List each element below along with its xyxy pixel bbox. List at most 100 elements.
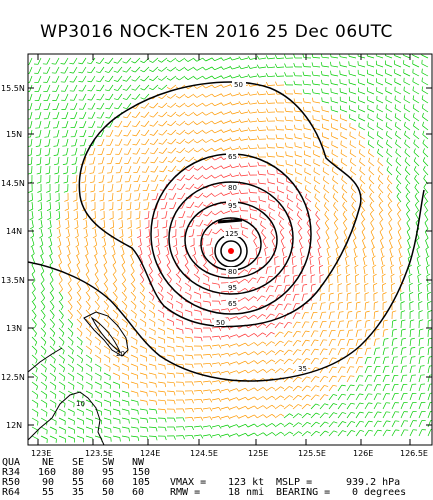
wind-barb-flag	[351, 193, 354, 197]
wind-barb-flag	[37, 421, 39, 426]
wind-barb	[322, 92, 330, 95]
wind-barb-flag	[59, 288, 63, 293]
wind-barb	[423, 169, 429, 176]
wind-barb-flag	[182, 373, 185, 378]
wind-barb-flag	[104, 80, 109, 83]
wind-barb	[197, 192, 204, 199]
wind-barb-flag	[381, 264, 386, 268]
wind-barb	[103, 381, 111, 386]
wind-barb-flag	[48, 235, 52, 239]
wind-barb	[313, 153, 321, 158]
wind-barb	[373, 284, 375, 293]
wind-barb	[341, 161, 348, 167]
wind-barb-flag	[195, 225, 200, 227]
wind-barb	[265, 350, 272, 356]
wind-barb	[148, 273, 154, 280]
wind-barb	[127, 129, 132, 137]
wind-barb	[223, 75, 231, 79]
wind-barb-flag	[104, 271, 108, 275]
wind-barb-flag	[134, 305, 137, 310]
wind-barb	[268, 207, 276, 212]
wind-barb-flag	[342, 210, 346, 215]
wind-barb	[223, 93, 231, 97]
wind-barb	[247, 423, 255, 428]
wind-barb-flag	[378, 201, 382, 206]
wind-barb-flag	[209, 336, 212, 341]
wind-barb-flag	[407, 255, 412, 259]
wind-barb	[103, 300, 109, 307]
wind-barb-flag	[85, 262, 89, 266]
wind-barb	[409, 429, 414, 437]
wind-barb	[259, 66, 267, 69]
wind-barb	[166, 246, 170, 254]
wind-barb	[268, 57, 276, 60]
wind-barb-flag	[99, 358, 102, 363]
wind-barb-flag	[140, 88, 145, 91]
wind-barb	[295, 119, 303, 122]
wind-barb	[49, 246, 53, 254]
wind-barb	[112, 264, 117, 272]
wind-barb	[286, 180, 294, 185]
table-cell: 50	[102, 487, 115, 498]
wind-barb	[100, 129, 105, 137]
wind-barb	[382, 320, 385, 329]
wind-barb-flag	[385, 131, 388, 136]
wind-barb-flag	[292, 265, 297, 268]
wind-barb-flag	[211, 148, 215, 152]
wind-barb	[136, 156, 141, 164]
wind-barb-flag	[427, 291, 432, 295]
wind-barb-flag	[177, 270, 181, 275]
wind-barb-flag	[357, 320, 362, 322]
wind-barb	[373, 321, 376, 329]
wind-barb	[197, 174, 204, 180]
wind-barb-flag	[262, 405, 267, 409]
wind-barb-flag	[100, 376, 102, 381]
wind-barb	[310, 376, 316, 383]
wind-barb-flag	[296, 321, 301, 324]
wind-barb	[346, 421, 352, 428]
wind-barb	[179, 138, 186, 144]
wind-barb-flag	[298, 237, 303, 241]
wind-barb	[148, 363, 156, 367]
wind-barb-flag	[182, 355, 185, 360]
wind-barb-flag	[383, 319, 388, 322]
wind-barb-flag	[209, 319, 212, 324]
wind-barb	[102, 183, 105, 191]
wind-barb	[31, 228, 35, 236]
wind-barb	[130, 309, 137, 315]
wind-barb	[67, 300, 73, 307]
wind-barb	[161, 93, 168, 99]
wind-barb-flag	[114, 126, 119, 128]
wind-barb	[270, 232, 276, 239]
wind-barb-flag	[418, 310, 423, 313]
wind-barb	[76, 381, 84, 386]
wind-barb-flag	[29, 226, 34, 230]
wind-barb	[267, 75, 276, 78]
wind-barb	[397, 222, 402, 230]
wind-barb	[331, 144, 339, 149]
wind-barb	[40, 309, 46, 316]
wind-barb-flag	[144, 322, 147, 327]
table-cell: 160	[38, 467, 57, 478]
wind-barb-flag	[238, 127, 242, 132]
wind-barb-flag	[39, 235, 43, 239]
wind-barb-flag	[391, 282, 396, 286]
contour-label: 50	[234, 81, 243, 89]
wind-barb-flag	[262, 332, 267, 336]
wind-barb	[76, 336, 83, 342]
wind-barb-flag	[421, 95, 424, 100]
wind-barb-flag	[211, 84, 215, 89]
wind-barb-flag	[345, 255, 349, 259]
wind-barb-flag	[347, 292, 352, 295]
wind-barb	[103, 399, 111, 403]
wind-barb	[83, 138, 87, 146]
wind-barb	[399, 267, 402, 275]
wind-barb-flag	[54, 190, 59, 193]
wind-barb	[319, 321, 323, 329]
wind-barb-flag	[220, 129, 224, 133]
wind-barb	[335, 249, 339, 257]
wind-barb-flag	[315, 394, 320, 397]
wind-barb-flag	[401, 328, 406, 331]
wind-barb	[65, 120, 69, 128]
wind-barb-flag	[123, 125, 128, 128]
